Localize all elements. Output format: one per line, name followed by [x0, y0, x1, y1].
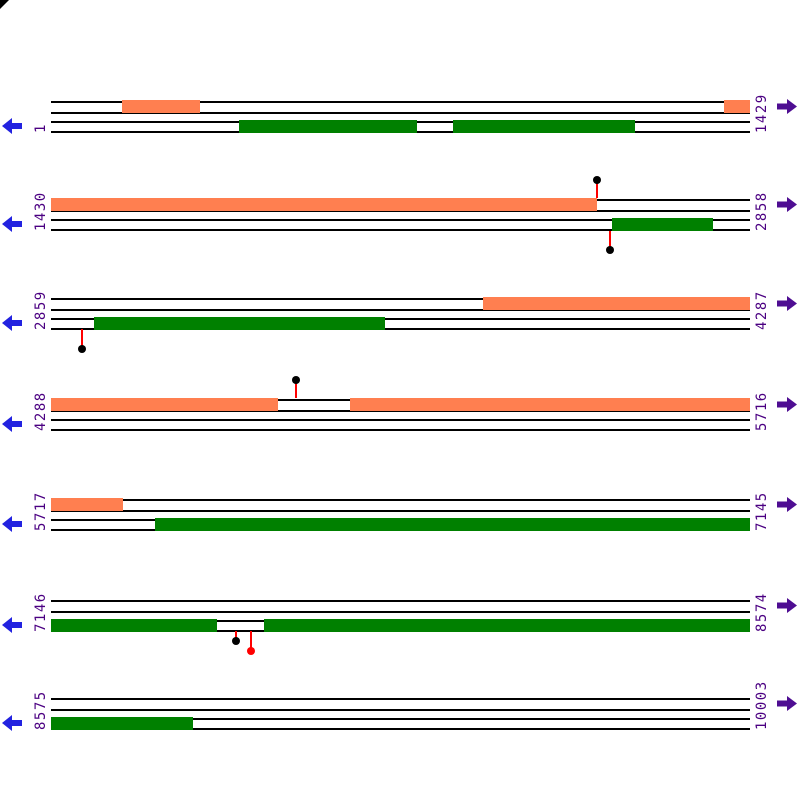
row-start-coordinate: 7146: [33, 592, 49, 632]
row-start-coordinate: 4288: [33, 391, 49, 431]
forward-strand-line: [51, 510, 750, 512]
pin-stem: [609, 231, 611, 250]
reverse-feature[interactable]: [51, 717, 193, 730]
forward-strand-line: [51, 611, 750, 613]
forward-feature[interactable]: [724, 100, 750, 113]
pin-dot: [232, 637, 240, 645]
scroll-right-arrow-icon[interactable]: [777, 197, 797, 212]
scroll-left-arrow-icon[interactable]: [2, 315, 22, 331]
scroll-right-arrow-icon[interactable]: [777, 598, 797, 613]
row-end-coordinate: 4287: [754, 290, 770, 330]
forward-feature[interactable]: [51, 398, 278, 411]
reverse-feature[interactable]: [155, 518, 750, 531]
scroll-left-arrow-icon[interactable]: [2, 118, 22, 134]
reverse-feature[interactable]: [612, 218, 713, 231]
forward-strand-line: [51, 298, 750, 300]
scroll-left-arrow-icon[interactable]: [2, 216, 22, 232]
forward-feature[interactable]: [122, 100, 200, 113]
pin-dot: [247, 647, 255, 655]
scroll-left-arrow-icon[interactable]: [2, 715, 22, 731]
scroll-right-arrow-icon[interactable]: [777, 296, 797, 311]
row-end-coordinate: 2858: [754, 191, 770, 231]
scroll-right-arrow-icon[interactable]: [777, 497, 797, 512]
pin-dot: [606, 246, 614, 254]
corner-clipped-glyph: [0, 0, 9, 9]
reverse-strand-line: [51, 328, 750, 330]
reverse-strand-line: [51, 429, 750, 431]
row-start-coordinate: 5717: [33, 491, 49, 531]
pin-dot: [292, 376, 300, 384]
forward-feature[interactable]: [51, 198, 597, 211]
reverse-strand-line: [51, 718, 750, 720]
pin-stem: [295, 380, 297, 398]
pin-stem: [596, 180, 598, 198]
reverse-strand-line: [51, 728, 750, 730]
forward-feature[interactable]: [350, 398, 750, 411]
scroll-left-arrow-icon[interactable]: [2, 516, 22, 532]
reverse-feature[interactable]: [453, 120, 635, 133]
reverse-feature[interactable]: [264, 619, 750, 632]
pin-stem: [235, 631, 237, 641]
row-end-coordinate: 7145: [754, 491, 770, 531]
scroll-right-arrow-icon[interactable]: [777, 397, 797, 412]
row-end-coordinate: 8574: [754, 592, 770, 632]
row-start-coordinate: 1430: [33, 191, 49, 231]
scroll-right-arrow-icon[interactable]: [777, 696, 797, 711]
forward-feature[interactable]: [483, 297, 750, 310]
reverse-feature[interactable]: [94, 317, 385, 330]
reverse-feature[interactable]: [51, 619, 217, 632]
forward-strand-line: [51, 709, 750, 711]
pin-dot: [78, 345, 86, 353]
scroll-left-arrow-icon[interactable]: [2, 416, 22, 432]
forward-strand-line: [51, 309, 750, 311]
row-end-coordinate: 1429: [754, 93, 770, 133]
row-start-coordinate: 2859: [33, 290, 49, 330]
forward-strand-line: [51, 600, 750, 602]
reverse-strand-line: [51, 419, 750, 421]
reverse-strand-line: [51, 219, 750, 221]
forward-feature[interactable]: [51, 498, 123, 511]
forward-strand-line: [51, 499, 750, 501]
reverse-strand-line: [51, 318, 750, 320]
row-end-coordinate: 10003: [754, 680, 770, 730]
scroll-left-arrow-icon[interactable]: [2, 617, 22, 633]
forward-strand-line: [51, 698, 750, 700]
reverse-strand-line: [51, 229, 750, 231]
row-start-coordinate: 1: [33, 123, 49, 133]
reverse-feature[interactable]: [239, 120, 417, 133]
forward-strand-line: [51, 112, 750, 114]
row-end-coordinate: 5716: [754, 391, 770, 431]
pin-stem: [81, 329, 83, 349]
scroll-right-arrow-icon[interactable]: [777, 99, 797, 114]
pin-dot: [593, 176, 601, 184]
forward-strand-line: [51, 101, 750, 103]
row-start-coordinate: 8575: [33, 690, 49, 730]
pin-stem: [250, 631, 252, 651]
